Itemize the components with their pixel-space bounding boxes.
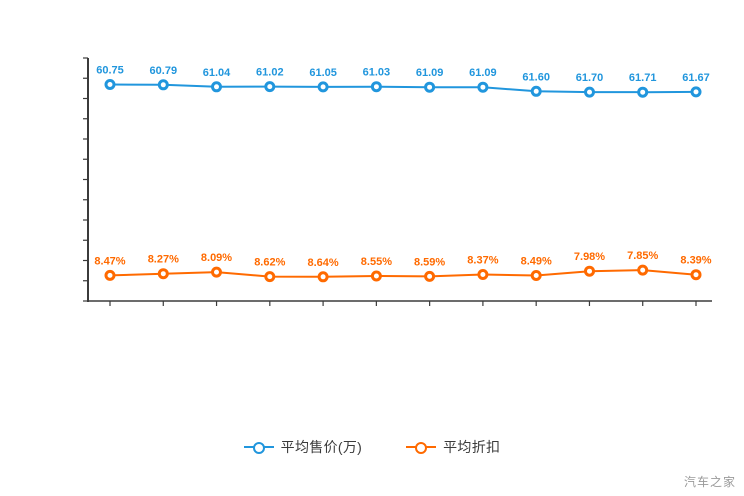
data-point-label: 8.47% (94, 255, 125, 267)
data-point-marker[interactable] (424, 81, 436, 93)
data-point-label: 61.03 (363, 67, 391, 79)
data-point-label: 7.85% (627, 250, 658, 262)
data-point-marker[interactable] (477, 81, 489, 93)
legend-label-discount: 平均折扣 (443, 439, 501, 455)
data-point-marker[interactable] (637, 264, 649, 276)
data-point-marker[interactable] (424, 270, 436, 282)
legend-item-discount[interactable]: 平均折扣 (406, 437, 500, 457)
legend-marker-discount-icon (406, 440, 437, 454)
data-point-label: 8.37% (467, 255, 498, 267)
data-point-label: 61.09 (416, 67, 444, 79)
chart-legend: 平均售价(万) 平均折扣 (0, 437, 744, 457)
data-point-marker[interactable] (530, 85, 542, 97)
data-point-label: 8.09% (201, 252, 232, 264)
data-point-label: 7.98% (574, 251, 605, 263)
chart-axes (83, 57, 712, 306)
data-point-marker[interactable] (317, 81, 329, 93)
data-point-marker[interactable] (530, 270, 542, 281)
data-point-label: 61.67 (682, 72, 710, 84)
chart-data-labels: 60.75 60.79 61.04 61.02 61.05 61.03 61.09 61.09… (94, 65, 711, 269)
data-point-marker[interactable] (264, 271, 276, 283)
data-point-marker[interactable] (157, 268, 169, 280)
data-point-label: 8.59% (414, 256, 445, 268)
data-point-label: 8.64% (307, 257, 338, 269)
legend-item-price[interactable]: 平均售价(万) (243, 437, 363, 457)
data-point-label: 8.62% (254, 257, 285, 269)
series-line (109, 269, 697, 278)
data-point-label: 60.75 (96, 65, 124, 77)
data-point-label: 61.09 (469, 67, 497, 79)
data-point-label: 61.05 (309, 67, 337, 79)
data-point-marker[interactable] (264, 81, 276, 93)
data-point-marker[interactable] (584, 86, 595, 98)
data-point-marker[interactable] (637, 86, 649, 98)
data-point-marker[interactable] (104, 79, 116, 90)
data-point-label: 60.79 (150, 65, 178, 77)
data-point-marker[interactable] (690, 269, 702, 281)
data-point-marker[interactable] (211, 81, 222, 93)
legend-marker-price-icon (243, 440, 274, 454)
data-point-marker[interactable] (584, 265, 595, 277)
data-point-label: 8.49% (521, 256, 552, 268)
data-point-marker[interactable] (690, 86, 702, 98)
watermark-autohome: 汽车之家 (683, 475, 736, 489)
data-point-marker[interactable] (104, 269, 116, 281)
data-point-label: 61.04 (203, 67, 231, 79)
data-point-marker[interactable] (317, 271, 329, 283)
x-axis-ticks (109, 301, 697, 306)
legend-label-price: 平均售价(万) (280, 439, 363, 455)
data-point-marker[interactable] (211, 266, 222, 278)
data-point-label: 8.55% (361, 256, 392, 268)
data-point-label: 61.70 (576, 72, 604, 84)
data-point-label: 61.02 (256, 67, 284, 79)
data-point-label: 8.39% (680, 255, 711, 267)
data-point-label: 61.60 (522, 71, 550, 83)
series-line (109, 83, 697, 94)
data-point-label: 61.71 (629, 72, 657, 84)
data-point-marker[interactable] (370, 270, 382, 282)
data-point-marker[interactable] (477, 269, 489, 280)
data-point-marker[interactable] (370, 81, 382, 93)
data-point-marker[interactable] (157, 79, 169, 91)
y-axis-ticks (83, 57, 88, 302)
chart-series-layer (104, 79, 702, 283)
data-point-label: 8.27% (148, 254, 179, 266)
